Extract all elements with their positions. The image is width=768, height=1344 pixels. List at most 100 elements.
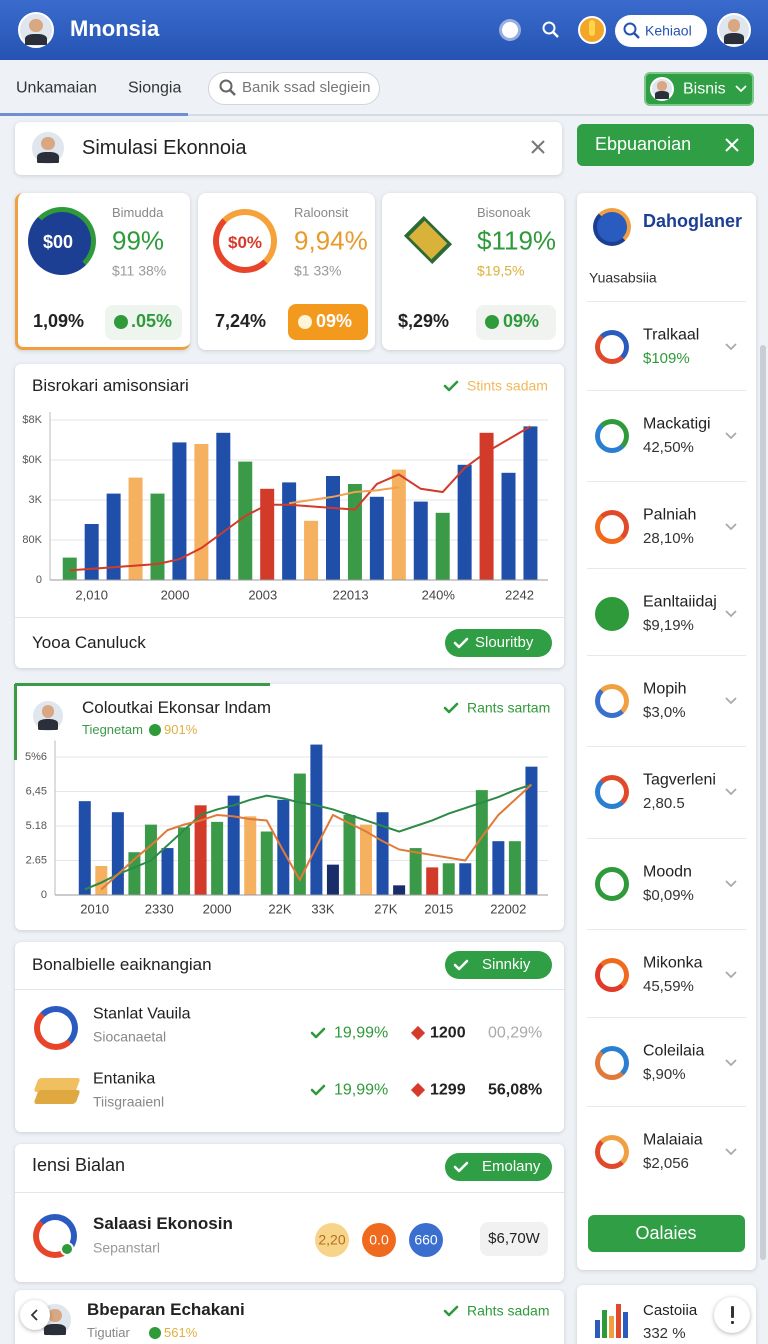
value-chip [315, 1223, 349, 1257]
sidebar-divider [587, 301, 746, 302]
kpi-value: 99% [112, 225, 165, 256]
chevron-icon [725, 697, 737, 705]
icon-part [633, 32, 640, 39]
chart-panel [15, 364, 564, 668]
help-mark [731, 1306, 734, 1318]
sidebar-item-name: Mackatigi [643, 415, 711, 433]
icon-part [725, 880, 737, 888]
simulation-button[interactable] [577, 124, 754, 166]
kpi-sub: $11 38% [112, 262, 167, 279]
chevron-icon [725, 610, 737, 618]
value-chip [362, 1223, 396, 1257]
check-icon [443, 1305, 459, 1317]
avatar-face [41, 136, 55, 151]
row-change: 19,99% [334, 1081, 389, 1099]
search-icon [542, 21, 559, 38]
kpi-foot: $,29% [398, 311, 450, 332]
avatar-face [41, 705, 55, 719]
panel-title: Iensi Bialan [32, 1155, 126, 1176]
sidebar-item-icon [595, 775, 629, 809]
bottom-change: 561% [164, 1325, 198, 1341]
sidebar-logo [593, 208, 631, 246]
bottom-status: Rahts sadam [467, 1302, 550, 1319]
sidebar-divider [587, 568, 746, 569]
sidebar-item-icon [595, 1046, 629, 1080]
toolbar-search[interactable] [208, 72, 380, 105]
avatar-body [25, 33, 47, 46]
sidebar-item-icon [595, 958, 629, 992]
button-label: Sinnkiy [482, 956, 531, 973]
row-count: 1299 [430, 1081, 466, 1099]
icon-part [552, 31, 559, 38]
bottom-title: Bbeparan Echakani [87, 1299, 245, 1319]
sidebar-item-name: Mopih [643, 680, 687, 698]
icon-part [310, 1084, 326, 1096]
sidebar-item-value: 42,50% [643, 439, 694, 456]
sidebar-item-icon [595, 330, 629, 364]
footer-bar-icon [595, 1320, 600, 1338]
avatar-face [727, 19, 741, 33]
sidebar-divider [587, 655, 746, 656]
simulation-button-label: Ebpuanoian [595, 134, 692, 155]
check-icon [453, 1161, 469, 1173]
app-title: Mnonsia [70, 15, 160, 41]
kpi-pill-text: 09% [316, 311, 353, 332]
panel-divider [15, 989, 564, 990]
icon-part [30, 1309, 38, 1321]
footer-bar-icon [609, 1316, 614, 1338]
sidebar-divider [587, 746, 746, 747]
sidebar-item-icon [595, 419, 629, 453]
sidebar-footer-name: Castoiia [643, 1302, 698, 1319]
footer-bar-icon [602, 1310, 607, 1338]
notification-dot [589, 20, 595, 36]
avatar [31, 699, 65, 733]
sidebar-item-value: $109% [643, 350, 690, 367]
value-chip-text: 0.0 [369, 1231, 389, 1248]
sidebar-button[interactable] [588, 1215, 745, 1252]
sidebar-item-value: $9,19% [643, 617, 694, 634]
sidebar-item-name: Tagverleni [643, 771, 716, 789]
sidebar-button-label: Oalaies [635, 1223, 697, 1244]
sidebar-divider [587, 1017, 746, 1018]
settings-icon [502, 22, 518, 38]
chevron-icon [725, 880, 737, 888]
sidebar-item-value: 45,59% [643, 978, 694, 995]
icon-part [453, 959, 469, 971]
icon-part [725, 432, 737, 440]
kpi-pill-icon [485, 315, 499, 329]
toolbar-divider [0, 114, 768, 116]
tab-underline [0, 113, 188, 116]
row-sub: Siocanaetal [93, 1028, 167, 1045]
check-icon [310, 1084, 326, 1096]
chart-footer-divider [15, 617, 564, 618]
chevron-icon [725, 343, 737, 351]
avatar-body [44, 1323, 66, 1336]
kpi-label: Raloonsit [294, 205, 349, 221]
panel-divider [15, 1192, 564, 1193]
icon-part [725, 523, 737, 531]
sidebar-item-icon [595, 867, 629, 901]
close-icon [725, 138, 739, 152]
icon-part [443, 702, 459, 714]
row-share: 00,29% [488, 1024, 543, 1042]
icon-part [443, 1305, 459, 1317]
sidebar [577, 193, 756, 1270]
avatar-body [654, 91, 670, 100]
back-button [20, 1300, 50, 1330]
row-share: 56,08% [488, 1081, 543, 1099]
chart-status: Rants sartam [467, 699, 551, 716]
header-search[interactable] [615, 15, 707, 47]
change-icon [149, 724, 161, 736]
icon-part [542, 21, 556, 35]
avatar-body [37, 719, 59, 731]
chart-title: Bisrokari amisonsiari [32, 375, 189, 395]
icon-part [735, 85, 747, 93]
chart-subtitle: Tiegnetam [82, 722, 143, 738]
icon-part [725, 343, 737, 351]
footer-bar-icon [623, 1312, 628, 1338]
icon-part [219, 79, 233, 93]
chevron-icon [725, 523, 737, 531]
sidebar-item-icon [595, 510, 629, 544]
kpi-badge: $0% [227, 232, 263, 252]
